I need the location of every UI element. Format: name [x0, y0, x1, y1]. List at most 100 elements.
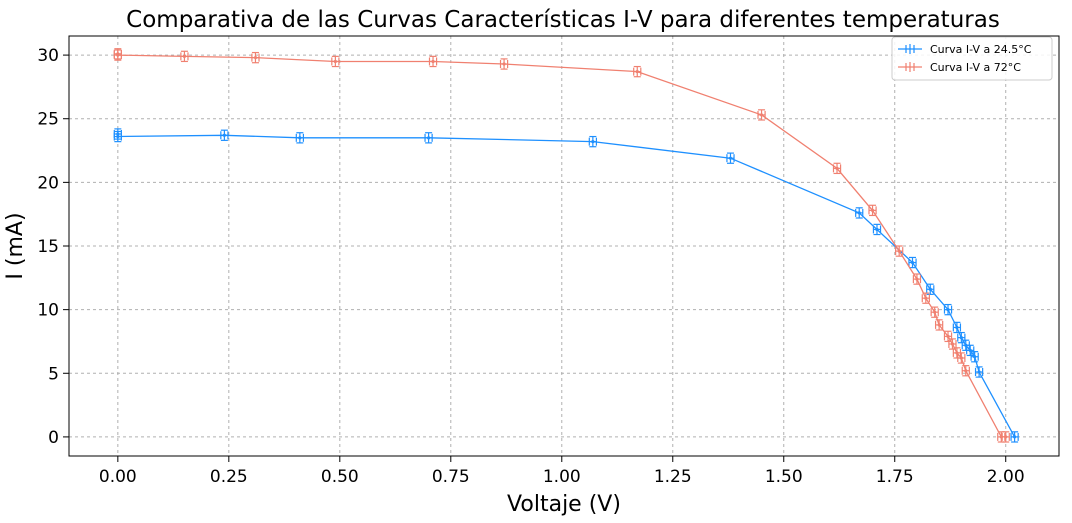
x-tick-label: 1.50 — [765, 467, 803, 487]
data-point — [832, 162, 842, 175]
y-tick-label: 30 — [37, 46, 59, 66]
data-point — [974, 366, 984, 378]
data-point — [726, 152, 735, 164]
data-point — [220, 129, 229, 141]
data-point-marker — [222, 133, 226, 137]
data-point — [961, 365, 970, 377]
data-point — [499, 58, 509, 70]
data-point-marker — [591, 140, 595, 144]
data-point-marker — [955, 325, 959, 330]
data-point — [424, 132, 433, 144]
y-tick-label: 25 — [37, 110, 59, 130]
data-point — [295, 132, 305, 144]
data-point-marker — [182, 54, 187, 58]
data-point-marker — [116, 53, 120, 57]
data-point — [957, 352, 966, 364]
data-point-marker — [431, 59, 435, 64]
data-point — [930, 306, 939, 318]
data-point — [943, 303, 953, 316]
x-tick-label: 0.50 — [321, 467, 359, 487]
x-tick-label: 2.00 — [987, 467, 1025, 487]
data-point — [966, 344, 975, 357]
data-point — [113, 49, 122, 61]
x-tick-label: 0.75 — [432, 467, 470, 487]
data-point-marker — [333, 59, 337, 64]
data-point — [934, 319, 944, 331]
x-tick-label: 0.00 — [99, 467, 137, 487]
x-tick-label: 1.25 — [654, 467, 692, 487]
data-point — [868, 204, 877, 217]
x-tick-label: 0.25 — [210, 467, 248, 487]
data-point-marker — [298, 136, 302, 140]
chart-title: Comparativa de las Curvas Característica… — [126, 7, 1000, 33]
series-1 — [113, 128, 1019, 443]
data-point-marker — [959, 336, 963, 340]
data-point-marker — [910, 260, 915, 265]
data-point-marker — [973, 355, 977, 359]
data-point-marker — [950, 342, 955, 346]
legend-entry: Curva I-V a 24.5°C — [898, 43, 1032, 56]
data-point — [757, 109, 766, 121]
data-point — [872, 223, 882, 236]
data-point — [948, 338, 957, 350]
data-point-marker — [253, 56, 258, 60]
data-point-marker — [933, 310, 937, 314]
data-point-marker — [924, 296, 928, 300]
data-point-marker — [977, 370, 981, 374]
legend-box — [891, 36, 1053, 81]
data-point-marker — [955, 351, 959, 355]
data-point-marker — [857, 211, 861, 215]
x-tick-label: 1.75 — [876, 467, 914, 487]
series-line — [117, 134, 1016, 438]
x-axis-label: Voltaje (V) — [507, 492, 621, 517]
data-point — [926, 283, 935, 295]
data-point-marker — [964, 343, 968, 347]
data-point — [1001, 431, 1010, 443]
data-point — [331, 55, 340, 68]
data-point-marker — [946, 308, 950, 312]
y-tick-label: 15 — [37, 237, 59, 257]
data-point-marker — [964, 369, 968, 373]
data-point — [943, 330, 953, 343]
series-layer — [113, 48, 1019, 443]
legend-label: Curva I-V a 72°C — [930, 61, 1021, 74]
data-point — [633, 65, 642, 78]
data-point-marker — [635, 70, 639, 74]
data-point-marker — [1013, 435, 1017, 439]
legend: Curva I-V a 24.5°C Curva I-V a 72°C — [891, 36, 1053, 81]
legend-entry: Curva I-V a 72°C — [898, 61, 1021, 74]
x-axis-ticks: 0.00 0.25 0.50 0.75 1.00 1.25 1.50 1.75 2.00 — [99, 456, 1025, 487]
data-point — [921, 292, 930, 304]
y-axis-label: I (mA) — [3, 212, 28, 279]
data-point-marker — [968, 348, 972, 352]
y-tick-label: 0 — [48, 428, 59, 448]
data-point-marker — [946, 334, 950, 338]
data-point — [895, 245, 904, 257]
data-point-marker — [928, 287, 932, 291]
data-point-marker — [502, 62, 506, 66]
y-tick-label: 10 — [37, 301, 59, 321]
data-point-marker — [875, 227, 879, 232]
y-axis-ticks: 0 5 10 15 20 25 30 — [37, 46, 69, 448]
data-point-marker — [728, 156, 733, 160]
data-point-marker — [759, 113, 764, 117]
data-point-marker — [835, 166, 839, 170]
y-tick-label: 5 — [48, 364, 59, 384]
data-point — [428, 55, 438, 68]
data-point-marker — [116, 134, 120, 139]
data-point — [1010, 431, 1019, 443]
data-point — [912, 273, 922, 285]
x-tick-label: 1.00 — [543, 467, 581, 487]
y-tick-label: 20 — [37, 173, 59, 193]
grid-lines — [69, 36, 1059, 456]
data-point-marker — [915, 277, 919, 281]
legend-label: Curva I-V a 24.5°C — [930, 43, 1032, 56]
data-point-marker — [937, 323, 941, 327]
data-point — [180, 50, 189, 63]
data-point — [855, 207, 864, 219]
data-point — [970, 351, 979, 363]
data-point — [588, 135, 598, 148]
data-point-marker — [1004, 435, 1008, 439]
data-point-marker — [959, 356, 963, 360]
